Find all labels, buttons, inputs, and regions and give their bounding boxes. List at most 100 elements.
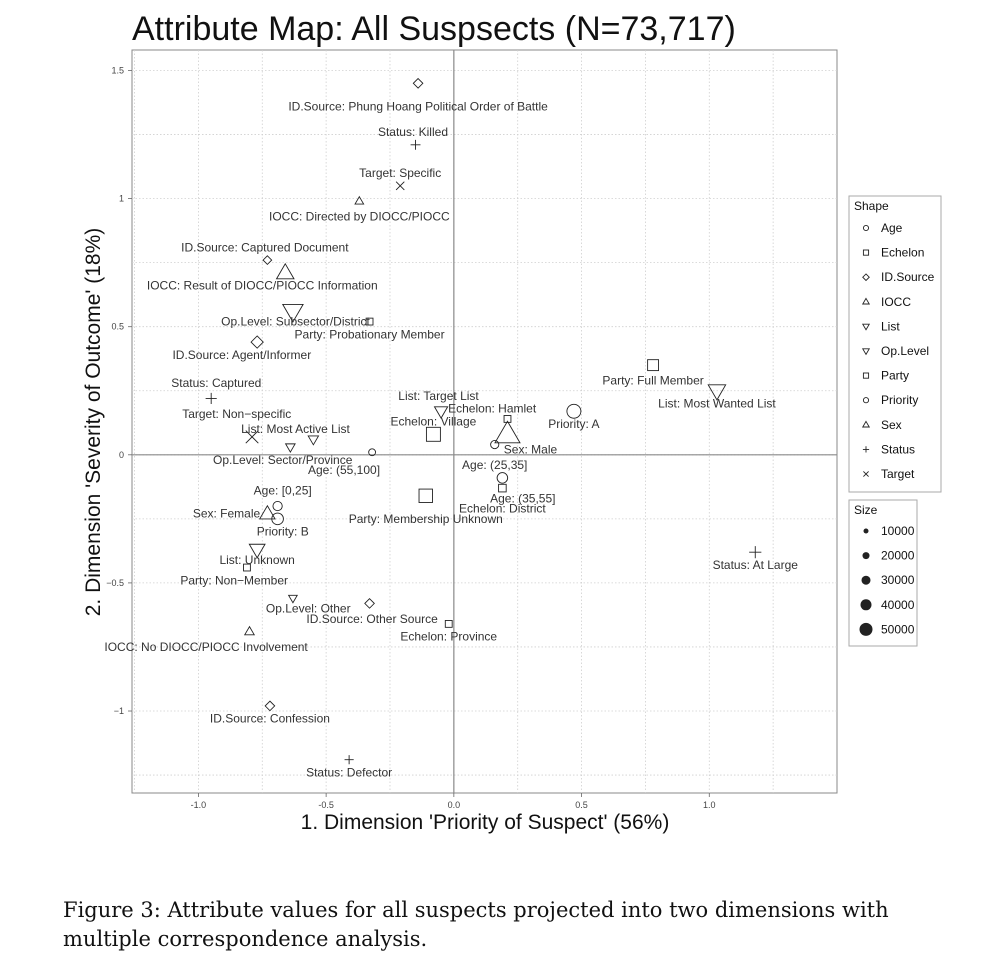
x-tick-label: 0.5 bbox=[575, 800, 588, 810]
y-tick-label: 1 bbox=[119, 194, 124, 204]
legend-op-level-icon bbox=[861, 348, 871, 356]
point-label: Op.Level: Sector/Province bbox=[213, 453, 353, 467]
point-label: Party: Membership Unknown bbox=[349, 512, 503, 526]
legend-size-30000-dot bbox=[861, 575, 871, 585]
point-party-full-member bbox=[647, 359, 660, 372]
point-label: Party: Probationary Member bbox=[295, 327, 445, 341]
point-target-specific bbox=[395, 181, 405, 191]
legend-size-label: 30000 bbox=[881, 573, 915, 587]
point-priority-a bbox=[566, 403, 582, 419]
point-label: Echelon: Village bbox=[390, 415, 476, 429]
legend-shape-box bbox=[848, 195, 942, 493]
point-label: List: Unknown bbox=[219, 553, 294, 567]
point-label: ID.Source: Confession bbox=[210, 712, 330, 726]
point-label: Priority: B bbox=[257, 525, 309, 539]
point-label: ID.Source: Phung Hoang Political Order o… bbox=[288, 99, 548, 113]
legend-shape: Shape Age Echelon ID.Source IOCC List Op.Leve… bbox=[848, 195, 942, 493]
point-age-55-100 bbox=[368, 448, 376, 457]
point-echelon-village bbox=[425, 426, 441, 442]
point-echelon-hamlet bbox=[503, 415, 512, 423]
legend-size-40000-dot bbox=[860, 599, 872, 611]
point-op-level-other bbox=[287, 594, 299, 604]
point-party-membership-unknown bbox=[418, 488, 433, 503]
point-label: ID.Source: Agent/Informer bbox=[172, 348, 311, 362]
legend-size-50000-dot bbox=[859, 622, 873, 636]
legend-size-label: 10000 bbox=[881, 524, 915, 538]
figure-caption: Figure 3: Attribute values for all suspe… bbox=[63, 898, 889, 951]
legend-party-icon bbox=[862, 372, 870, 379]
legend-shape-label: Party bbox=[881, 369, 909, 383]
point-id-source-other-source bbox=[364, 598, 375, 609]
y-tick-label: 0 bbox=[119, 450, 124, 460]
point-label: Sex: Female bbox=[193, 507, 261, 521]
legend-shape-label: IOCC bbox=[881, 295, 911, 309]
point-status-captured bbox=[205, 392, 217, 405]
point-priority-b bbox=[271, 512, 284, 526]
x-axis: -1.0 -0.5 0.0 0.5 1.0 bbox=[191, 793, 716, 810]
x-tick-label: -1.0 bbox=[191, 800, 207, 810]
y-tick-label: 1.5 bbox=[111, 65, 124, 75]
legend-priority-icon bbox=[862, 397, 870, 404]
point-label: IOCC: Directed by DIOCC/PIOCC bbox=[269, 210, 450, 224]
legend-shape-title: Shape bbox=[854, 199, 889, 213]
point-label: IOCC: No DIOCC/PIOCC Involvement bbox=[104, 640, 308, 654]
legend-sex-icon bbox=[861, 420, 871, 428]
point-label: Status: Captured bbox=[171, 376, 261, 390]
legend-shape-label: Priority bbox=[881, 393, 918, 407]
point-label: Party: Non−Member bbox=[180, 573, 288, 587]
point-status-killed bbox=[410, 139, 421, 150]
legend-shape-label: Echelon bbox=[881, 246, 924, 260]
legend-size: Size 10000 20000 30000 40000 50000 bbox=[848, 499, 918, 647]
point-op-level-sector-province bbox=[284, 443, 296, 453]
legend-size-label: 20000 bbox=[881, 549, 915, 563]
point-party-non-member bbox=[243, 563, 251, 572]
x-tick-label: 0.0 bbox=[448, 800, 461, 810]
point-label: Status: Killed bbox=[378, 125, 448, 139]
point-echelon-district bbox=[498, 483, 507, 493]
legend-shape-label: Status bbox=[881, 442, 915, 456]
point-id-source-agent-informer bbox=[250, 335, 264, 349]
point-label: Target: Specific bbox=[359, 166, 441, 180]
y-tick-label: 0.5 bbox=[111, 322, 124, 332]
gridlines bbox=[132, 50, 837, 793]
point-label: Status: At Large bbox=[713, 558, 799, 572]
legend-size-label: 50000 bbox=[881, 622, 915, 636]
point-age-25-35 bbox=[490, 439, 500, 450]
legend-iocc-icon bbox=[861, 297, 871, 305]
point-label: Status: Defector bbox=[306, 766, 392, 780]
legend-echelon-icon bbox=[862, 249, 870, 256]
point-label: Sex: Male bbox=[504, 443, 558, 457]
y-tick-label: −1 bbox=[114, 706, 124, 716]
point-target-non-specific bbox=[245, 430, 259, 444]
x-axis-title: 1. Dimension 'Priority of Suspect' (56%) bbox=[301, 811, 670, 834]
data-points bbox=[205, 77, 762, 765]
point-status-defector bbox=[344, 755, 354, 765]
point-iocc-directed-by-diocc-piocc bbox=[354, 195, 365, 205]
legend-status-icon bbox=[862, 446, 870, 453]
point-list-most-active-list bbox=[307, 435, 320, 446]
point-label: Echelon: Hamlet bbox=[448, 402, 537, 416]
point-label: ID.Source: Other Source bbox=[306, 612, 438, 626]
y-tick-label: −0.5 bbox=[106, 578, 124, 588]
legend-size-box bbox=[848, 499, 918, 647]
point-label: Age: (35,55] bbox=[490, 491, 555, 505]
point-label: Op.Level: Other bbox=[266, 602, 351, 616]
legend-shape-label: Sex bbox=[881, 418, 902, 432]
chart-title: Attribute Map: All Suspsects (N=73,717) bbox=[132, 10, 736, 48]
legend-shape-label: Target bbox=[881, 467, 915, 481]
point-list-most-wanted-list bbox=[707, 384, 727, 401]
point-label: IOCC: Result of DIOCC/PIOCC Information bbox=[147, 279, 378, 293]
legend-shape-label: Op.Level bbox=[881, 344, 929, 358]
legend-shape-label: Age bbox=[881, 221, 903, 235]
point-id-source-captured-document bbox=[262, 255, 273, 266]
y-axis: −1 −0.5 0 0.5 1 1.5 bbox=[106, 65, 132, 716]
legend-target-icon bbox=[863, 471, 869, 477]
point-label: List: Most Wanted List bbox=[658, 397, 776, 411]
point-list-unknown bbox=[248, 543, 266, 559]
point-id-source-confession bbox=[264, 700, 276, 712]
chart: Attribute Map: All Suspsects (N=73,717) … bbox=[82, 10, 942, 834]
point-label: List: Target List bbox=[398, 389, 479, 403]
point-label: Party: Full Member bbox=[602, 374, 703, 388]
plot-panel bbox=[131, 49, 838, 794]
point-labels: ID.Source: Phung Hoang Political Order o… bbox=[104, 99, 798, 779]
